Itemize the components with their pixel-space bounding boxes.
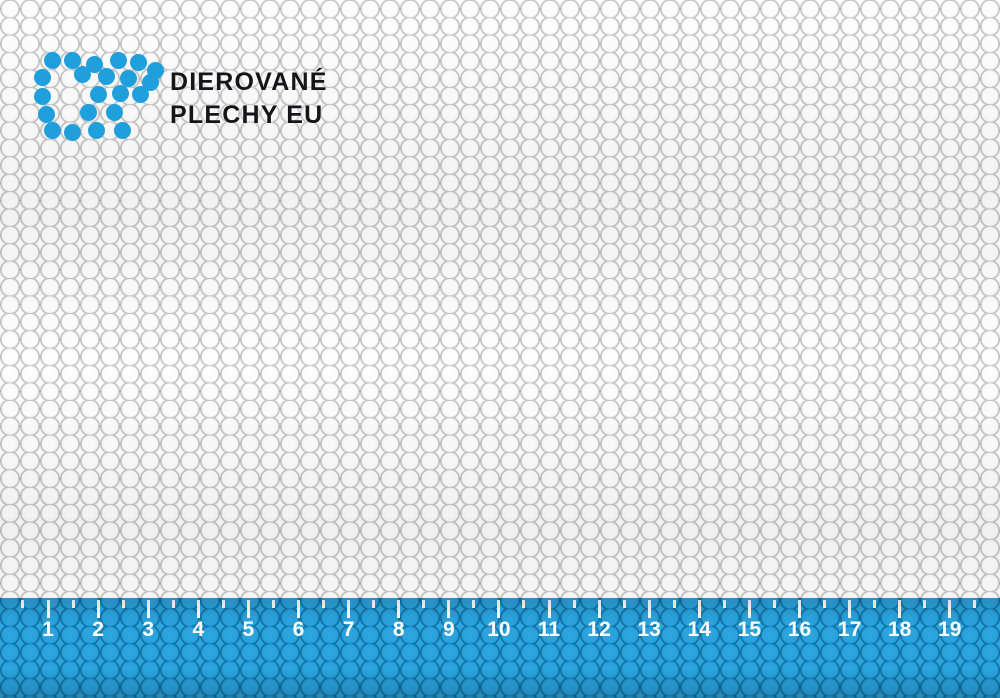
logo-dot bbox=[110, 52, 127, 69]
ruler-tick-label: 6 bbox=[292, 618, 305, 641]
ruler-tick-minor bbox=[722, 600, 726, 608]
ruler-tick-major bbox=[96, 600, 100, 618]
logo-dot bbox=[64, 52, 81, 69]
logo-dot bbox=[64, 124, 81, 141]
logo-dot bbox=[38, 106, 55, 123]
brand-logo-line-1: DIEROVANÉ bbox=[170, 68, 328, 96]
ruler-tick-label: 13 bbox=[637, 618, 661, 641]
ruler-tick-major bbox=[697, 600, 701, 618]
ruler-tick-minor bbox=[973, 600, 977, 608]
brand-logo-line-2: PLECHY EU bbox=[170, 101, 324, 129]
ruler-tick-label: 18 bbox=[888, 618, 912, 641]
ruler-tick-label: 8 bbox=[392, 618, 405, 641]
ruler-tick-minor bbox=[823, 600, 827, 608]
ruler-tick-major bbox=[497, 600, 501, 618]
logo-dot bbox=[88, 122, 105, 139]
ruler-tick-major bbox=[798, 600, 801, 618]
ruler-tick-minor bbox=[772, 600, 776, 608]
ruler-tick-major bbox=[246, 600, 250, 618]
ruler-tick-minor bbox=[71, 600, 75, 608]
ruler-tick-major bbox=[196, 600, 200, 618]
ruler-tick-major bbox=[898, 600, 902, 618]
ruler-tick-major bbox=[647, 600, 651, 618]
logo-dot bbox=[98, 68, 115, 85]
ruler-tick-label: 7 bbox=[342, 618, 355, 641]
ruler-tick-major bbox=[46, 600, 50, 618]
logo-dot bbox=[44, 122, 61, 139]
ruler-tick-major bbox=[347, 600, 351, 618]
ruler-tick-major bbox=[597, 600, 601, 618]
ruler-tick-minor bbox=[923, 600, 927, 608]
ruler-tick-minor bbox=[572, 600, 576, 608]
ruler-tick-minor bbox=[873, 600, 877, 608]
ruler-tick-label: 11 bbox=[537, 618, 561, 641]
ruler-tick-minor bbox=[171, 600, 175, 608]
ruler-tick-minor bbox=[21, 600, 25, 608]
ruler-tick-major bbox=[297, 600, 300, 618]
ruler-tick-label: 19 bbox=[938, 618, 962, 641]
ruler-tick-label: 12 bbox=[587, 618, 611, 641]
logo-dot bbox=[114, 122, 131, 139]
ruler-tick-label: 17 bbox=[837, 618, 862, 641]
logo-dot bbox=[112, 85, 129, 102]
logo-dot bbox=[106, 104, 123, 121]
logo-dot bbox=[142, 74, 159, 91]
ruler-tick-label: 9 bbox=[442, 618, 455, 641]
ruler-tick-label: 2 bbox=[92, 618, 104, 641]
ruler-tick-label: 10 bbox=[487, 618, 511, 641]
ruler-tick-minor bbox=[422, 600, 426, 608]
ruler-tick-label: 16 bbox=[787, 618, 812, 641]
logo-dot bbox=[132, 86, 149, 103]
ruler-tick-minor bbox=[271, 600, 275, 608]
ruler-tick-minor bbox=[672, 600, 676, 608]
logo-dot bbox=[120, 70, 137, 87]
ruler-tick-major bbox=[948, 600, 952, 618]
ruler-tick-label: 3 bbox=[142, 618, 155, 641]
ruler-tick-label: 1 bbox=[42, 618, 54, 641]
ruler-tick-minor bbox=[372, 600, 376, 608]
ruler-tick-major bbox=[447, 600, 451, 618]
brand-logo: DIEROVANÉ PLECHY EU bbox=[34, 52, 334, 148]
ruler-tick-label: 14 bbox=[687, 618, 711, 641]
ruler-tick-major bbox=[547, 600, 551, 618]
logo-dot bbox=[80, 104, 97, 121]
logo-dot bbox=[90, 86, 107, 103]
ruler-tick-minor bbox=[622, 600, 626, 608]
ruler-tick-major bbox=[146, 600, 150, 618]
ruler-tick-label: 5 bbox=[242, 618, 255, 641]
ruler-tick-minor bbox=[522, 600, 526, 608]
logo-dot bbox=[44, 52, 61, 69]
ruler-tick-minor bbox=[221, 600, 225, 608]
logo-dot bbox=[86, 56, 103, 73]
dotted-heart-mark bbox=[34, 52, 164, 148]
ruler-tick-major bbox=[397, 600, 401, 618]
ruler-tick-major bbox=[848, 600, 852, 618]
logo-dot bbox=[34, 69, 51, 86]
logo-dot bbox=[34, 88, 51, 105]
ruler-tick-minor bbox=[322, 600, 326, 608]
ruler-tick-major bbox=[747, 600, 751, 618]
ruler-tick-label: 15 bbox=[737, 618, 762, 641]
ruler-tick-label: 4 bbox=[192, 618, 205, 641]
logo-dot bbox=[74, 66, 91, 83]
brand-logo-text: DIEROVANÉ PLECHY EU bbox=[170, 66, 328, 132]
ruler-tick-minor bbox=[472, 600, 476, 608]
logo-dot bbox=[130, 54, 147, 71]
ruler-tick-minor bbox=[121, 600, 125, 608]
